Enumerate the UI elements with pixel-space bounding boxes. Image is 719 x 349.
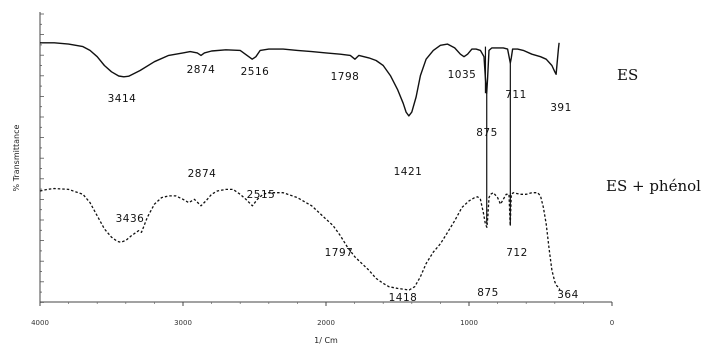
peak-label: 3436: [116, 213, 145, 225]
x-tick-label: 2000: [317, 319, 335, 327]
x-tick-label: 3000: [174, 319, 192, 327]
legend-es-phenol: ES + phénol: [606, 177, 701, 195]
peak-label: 1418: [389, 292, 418, 304]
spectrum-series: [39, 42, 561, 291]
series-es-phenol-line: [39, 187, 561, 291]
peak-label: 1797: [325, 247, 354, 259]
peak-labels: 3414 2874 2516 1798 1035 875 711 391 1421 3436 287…: [108, 64, 579, 304]
x-tick-label: 1000: [460, 319, 478, 327]
peak-label: 875: [477, 287, 499, 299]
x-tick-label: 4000: [31, 319, 49, 327]
peak-label: 711: [505, 89, 527, 101]
legend-es: ES: [617, 66, 638, 84]
peak-label: 1798: [331, 71, 360, 83]
peak-label: 1421: [394, 166, 423, 178]
peak-label: 2874: [187, 64, 216, 76]
peak-label: 364: [557, 289, 579, 301]
x-tick-label: 0: [610, 319, 614, 327]
peak-label: 391: [550, 102, 572, 114]
y-axis-title: % Transmittance: [12, 124, 21, 191]
peak-markers: [484, 46, 511, 226]
x-axis-title: 1/ Cm: [314, 336, 338, 345]
peak-label: 875: [476, 127, 498, 139]
peak-label: 1035: [448, 69, 477, 81]
y-axis-ticks: [40, 13, 44, 303]
x-axis-ticks: 4000 3000 2000 1000 0: [31, 302, 614, 327]
peak-label: 2516: [241, 66, 270, 78]
peak-label: 2874: [188, 168, 217, 180]
series-es-line: [40, 42, 560, 117]
peak-label: 712: [506, 247, 528, 259]
peak-label: 3414: [108, 93, 137, 105]
peak-label: 2515: [247, 189, 276, 201]
